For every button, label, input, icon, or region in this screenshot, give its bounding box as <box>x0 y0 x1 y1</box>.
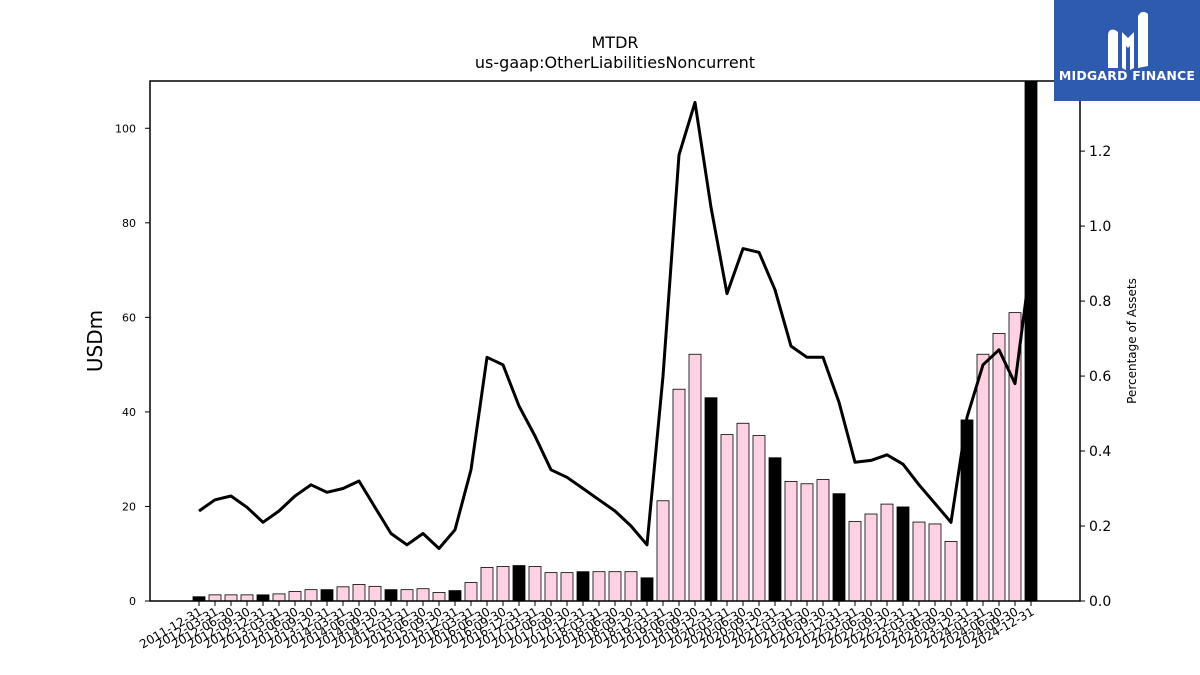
right-axis: 0.0 0.2 0.4 0.6 0.8 1.0 1.2 <box>1080 144 1111 610</box>
bar-2013-12-31 <box>320 589 334 602</box>
y-tick-label: 40 <box>122 406 136 419</box>
bar-2021-06-30 <box>800 483 814 602</box>
bar-2020-12-31 <box>768 457 782 602</box>
bar-2017-12-31 <box>576 571 590 602</box>
bar-2024-12-31 <box>1024 80 1038 602</box>
bar-2023-03-31 <box>912 521 926 602</box>
bar-2018-03-31 <box>592 571 606 602</box>
y2-tick-label: 0.2 <box>1089 519 1111 535</box>
bar-2018-06-30 <box>608 571 622 602</box>
bar-2015-12-31 <box>448 590 462 602</box>
line-group <box>198 100 1033 550</box>
bar-2020-06-30 <box>736 422 750 602</box>
bar-2021-09-30 <box>816 479 830 602</box>
bar-group <box>192 80 1038 602</box>
bar-2016-12-31 <box>512 565 526 602</box>
bar-2019-03-31 <box>656 500 670 602</box>
asset-percentage-line <box>198 100 1033 550</box>
y-axis-label: USDm <box>83 310 107 372</box>
y2-tick-label: 1.0 <box>1089 219 1111 235</box>
plot-frame <box>149 80 1081 602</box>
y-tick-label: 60 <box>122 311 136 324</box>
brand-name: MIDGARD FINANCE <box>1058 68 1196 83</box>
bar-2022-12-31 <box>896 506 910 602</box>
bar-2014-03-31 <box>336 586 350 602</box>
y2-tick-label: 0.4 <box>1089 444 1111 460</box>
bar-2021-03-31 <box>784 480 798 602</box>
brand-logo: MIDGARD FINANCE <box>1054 0 1200 101</box>
chart-title: MTDR <box>591 33 638 52</box>
y2-tick-label: 1.2 <box>1089 144 1111 160</box>
y2-tick-label: 0.6 <box>1089 369 1111 385</box>
bar-2019-06-30 <box>672 388 686 602</box>
bar-2024-03-31 <box>976 353 990 602</box>
bar-2015-03-31 <box>400 589 414 602</box>
y2-tick-label: 0.0 <box>1089 594 1111 610</box>
x-axis: 2011-12-312012-03-312012-06-302012-09-30… <box>137 601 1037 651</box>
bar-2016-03-31 <box>464 582 478 602</box>
bar-2016-09-30 <box>496 566 510 602</box>
bar-2019-09-30 <box>688 353 702 602</box>
bar-2022-09-30 <box>880 503 894 602</box>
bar-2012-03-31 <box>208 594 222 602</box>
bar-2023-06-30 <box>928 523 942 602</box>
bar-2024-06-30 <box>992 333 1006 602</box>
bar-2014-12-31 <box>384 589 398 602</box>
bar-2012-06-30 <box>224 594 238 602</box>
bar-2020-09-30 <box>752 435 766 602</box>
midgard-logo-icon <box>1108 11 1148 70</box>
chart-subtitle: us-gaap:OtherLiabilitiesNoncurrent <box>475 53 755 72</box>
bar-2015-09-30 <box>432 592 446 602</box>
bar-2018-09-30 <box>624 571 638 602</box>
bar-2017-06-30 <box>544 572 558 602</box>
bar-2019-12-31 <box>704 397 718 602</box>
left-axis: 0 20 40 60 80 100 <box>115 122 150 608</box>
y2-axis-label: Percentage of Assets <box>1125 278 1139 404</box>
bar-2012-12-31 <box>256 594 270 602</box>
y-tick-label: 20 <box>122 500 136 513</box>
bar-2022-06-30 <box>864 513 878 602</box>
bar-2016-06-30 <box>480 567 494 602</box>
bar-2015-06-30 <box>416 588 430 602</box>
bar-2013-06-30 <box>288 591 302 602</box>
bar-2017-09-30 <box>560 572 574 602</box>
y-tick-label: 0 <box>129 595 136 608</box>
y-tick-label: 100 <box>115 122 136 135</box>
bar-2017-03-31 <box>528 566 542 602</box>
y2-tick-label: 0.8 <box>1089 294 1111 310</box>
bar-2013-09-30 <box>304 589 318 602</box>
bar-2018-12-31 <box>640 577 654 602</box>
y-tick-label: 80 <box>122 217 136 230</box>
bar-2023-09-30 <box>944 541 958 602</box>
bar-2020-03-31 <box>720 434 734 602</box>
bar-2021-12-31 <box>832 493 846 602</box>
bar-2014-09-30 <box>368 585 382 602</box>
bar-2013-03-31 <box>272 593 286 602</box>
bar-2014-06-30 <box>352 584 366 602</box>
bar-2012-09-30 <box>240 594 254 602</box>
bar-2022-03-31 <box>848 521 862 602</box>
